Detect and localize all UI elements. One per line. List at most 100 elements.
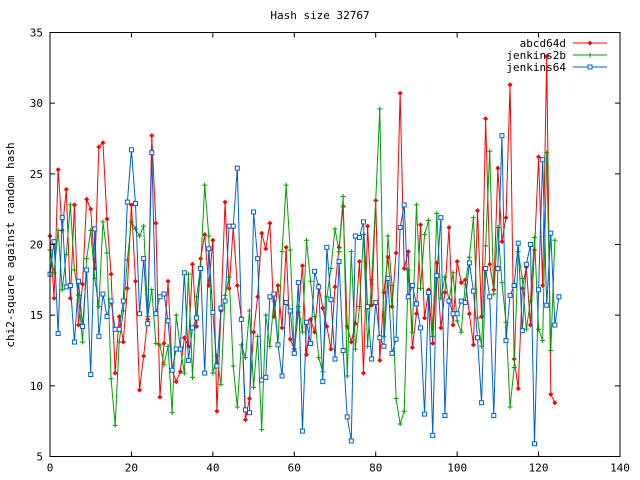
data-point-jenkins64 (165, 318, 171, 324)
data-point-jenkins2b (251, 384, 257, 390)
data-point-jenkins2b (71, 267, 77, 273)
data-point-jenkins64 (287, 308, 293, 314)
data-point-abcd64d (55, 167, 61, 173)
data-point-jenkins64 (169, 367, 175, 373)
data-point-abcd64d (120, 339, 126, 345)
data-point-jenkins2b (84, 256, 90, 262)
data-point-jenkins2b (340, 193, 346, 199)
data-point-jenkins64 (487, 294, 493, 300)
data-point-jenkins64 (381, 343, 387, 349)
data-point-abcd64d (202, 232, 208, 238)
data-point-jenkins64 (430, 432, 436, 438)
data-point-jenkins2b (532, 234, 537, 240)
data-point-abcd64d (263, 246, 269, 252)
data-point-abcd64d (234, 282, 240, 288)
data-point-jenkins64 (389, 350, 395, 356)
data-point-jenkins2b (304, 237, 309, 243)
y-tick-label: 5 (36, 451, 43, 464)
data-point-jenkins2b (210, 370, 216, 376)
data-point-abcd64d (397, 90, 403, 96)
data-point-jenkins64 (120, 298, 126, 304)
data-point-jenkins64 (259, 377, 265, 383)
data-point-jenkins2b (316, 355, 322, 361)
data-point-jenkins64 (198, 266, 204, 272)
data-point-abcd64d (279, 325, 285, 331)
data-point-jenkins64 (462, 299, 468, 305)
data-point-jenkins64 (499, 133, 505, 139)
data-point-jenkins2b (332, 226, 338, 232)
data-point-jenkins2b (230, 363, 236, 369)
data-point-jenkins64 (247, 410, 252, 416)
data-point-jenkins2b (104, 250, 110, 256)
data-point-jenkins2b (536, 326, 542, 332)
chart-title: Hash size 32767 (270, 9, 369, 22)
data-point-jenkins64 (446, 298, 452, 304)
data-point-jenkins64 (344, 414, 350, 420)
data-point-jenkins64 (523, 261, 529, 267)
data-point-abcd64d (495, 165, 501, 171)
data-point-jenkins2b (397, 421, 403, 427)
data-point-jenkins2b (499, 280, 505, 286)
data-point-jenkins2b (141, 223, 147, 229)
data-point-abcd64d (361, 370, 366, 376)
data-point-jenkins64 (279, 373, 285, 379)
data-point-jenkins2b (108, 376, 114, 382)
data-point-jenkins64 (88, 372, 94, 378)
data-point-jenkins2b (470, 215, 476, 221)
data-point-jenkins64 (153, 311, 159, 317)
data-point-jenkins64 (202, 370, 208, 376)
data-point-jenkins64 (316, 284, 322, 290)
x-tick-label: 120 (529, 462, 549, 475)
data-point-jenkins64 (185, 357, 191, 363)
data-point-jenkins64 (385, 275, 391, 281)
data-point-jenkins2b (67, 202, 73, 208)
data-point-abcd64d (177, 369, 183, 375)
data-point-jenkins64 (348, 438, 354, 444)
data-point-jenkins64 (210, 309, 216, 315)
data-point-jenkins64 (503, 338, 509, 344)
data-point-jenkins2b (218, 381, 224, 387)
data-point-abcd64d (418, 222, 423, 228)
data-point-jenkins2b (328, 266, 334, 272)
data-point-jenkins64 (352, 233, 358, 239)
data-point-jenkins64 (466, 260, 472, 266)
data-point-abcd64d (544, 54, 550, 60)
legend-label: jenkins2b (506, 49, 566, 62)
data-point-abcd64d (267, 220, 273, 226)
data-point-jenkins2b (153, 340, 159, 346)
data-point-jenkins64 (194, 315, 200, 321)
data-point-jenkins64 (361, 219, 366, 225)
data-point-abcd64d (507, 82, 513, 88)
data-point-jenkins2b (55, 227, 61, 233)
data-point-jenkins64 (405, 294, 411, 300)
data-point-jenkins2b (279, 249, 285, 255)
data-point-abcd64d (100, 140, 106, 146)
data-point-jenkins64 (255, 256, 261, 262)
data-point-jenkins2b (124, 257, 130, 263)
data-point-abcd64d (430, 340, 436, 346)
data-point-jenkins2b (519, 275, 525, 281)
data-point-jenkins64 (422, 411, 428, 417)
data-point-jenkins64 (291, 350, 297, 356)
data-point-jenkins64 (218, 305, 224, 311)
data-point-abcd64d (190, 261, 195, 267)
data-point-jenkins2b (454, 318, 460, 324)
data-point-abcd64d (348, 339, 354, 345)
data-point-abcd64d (536, 154, 542, 160)
data-point-abcd64d (165, 278, 171, 284)
data-point-jenkins64 (304, 319, 309, 325)
data-point-jenkins2b (409, 329, 415, 335)
data-point-jenkins64 (51, 239, 57, 245)
data-point-jenkins64 (495, 266, 501, 272)
data-point-jenkins64 (377, 335, 383, 341)
data-point-jenkins64 (532, 441, 537, 447)
data-point-jenkins64 (434, 273, 440, 279)
data-point-abcd64d (503, 215, 509, 221)
data-point-abcd64d (51, 295, 57, 301)
data-point-jenkins2b (544, 150, 550, 156)
data-point-abcd64d (438, 325, 444, 331)
x-tick-label: 0 (47, 462, 54, 475)
data-point-jenkins64 (190, 325, 195, 331)
data-point-jenkins64 (418, 325, 423, 331)
data-point-jenkins64 (442, 413, 448, 419)
